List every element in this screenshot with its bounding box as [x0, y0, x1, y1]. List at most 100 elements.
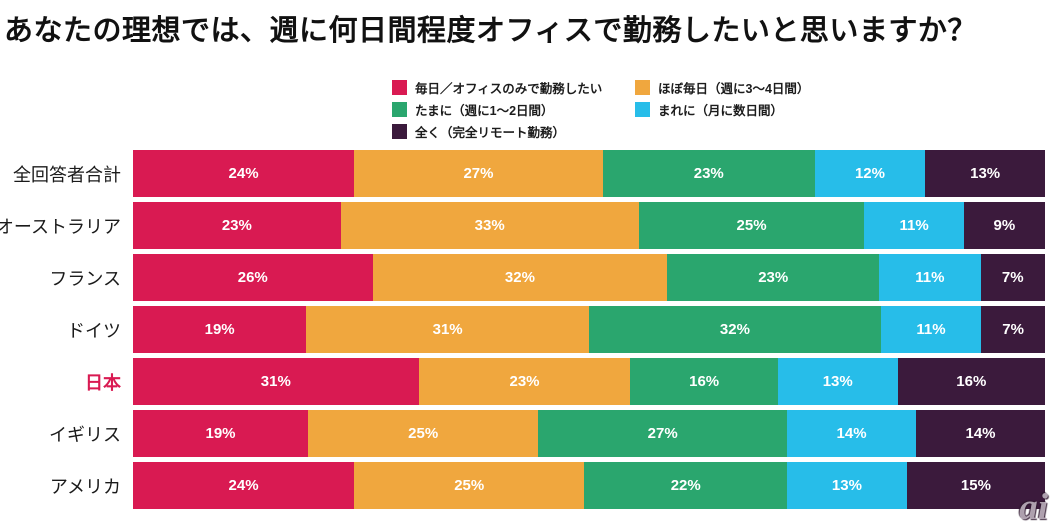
row-label: イギリス — [49, 424, 121, 445]
bar-segment: 33% — [340, 202, 639, 249]
bar-segment: 16% — [630, 358, 778, 405]
chart-row: ドイツ 19% 31% 32% 11% 7% — [0, 306, 1045, 353]
bar-value-label: 9% — [993, 217, 1016, 234]
legend-label: ほぼ毎日（週に3〜4日間） — [658, 82, 810, 96]
legend-label: たまに（週に1〜2日間） — [415, 104, 554, 118]
legend-label: 全く（完全リモート勤務） — [415, 126, 566, 140]
bar-value-label: 14% — [965, 425, 996, 442]
bar-segment: 25% — [354, 462, 585, 509]
legend-item: 毎日／オフィスのみで勤務したい — [392, 80, 635, 96]
bar-segment: 11% — [879, 254, 981, 301]
bar-value-label: 22% — [670, 477, 701, 494]
bar-segment: 13% — [777, 358, 898, 405]
chart-title: あなたの理想では、週に何日間程度オフィスで勤務したいと思いますか？ — [4, 15, 977, 47]
watermark-logo: ai — [1019, 487, 1048, 526]
bar-segment: 7% — [980, 254, 1045, 301]
row-label: 全回答者合計 — [13, 164, 121, 185]
bar-value-label: 13% — [822, 373, 853, 390]
bar-value-label: 23% — [758, 269, 789, 286]
bar-segment: 23% — [418, 358, 631, 405]
bar-value-label: 31% — [260, 373, 291, 390]
bar-segment: 27% — [538, 410, 788, 457]
chart-row: 全回答者合計 24% 27% 23% 12% 13% — [0, 150, 1045, 197]
row-bars: 23% 33% 25% 11% 9% — [133, 202, 1046, 249]
bar-value-label: 24% — [228, 165, 259, 182]
bar-segment: 14% — [787, 410, 917, 457]
bar-segment: 23% — [667, 254, 880, 301]
bar-segment: 23% — [133, 202, 341, 249]
bar-value-label: 11% — [899, 217, 929, 234]
bar-value-label: 23% — [221, 217, 252, 234]
legend-swatch-icon — [635, 80, 650, 95]
bar-segment: 32% — [589, 306, 881, 353]
bar-segment: 27% — [354, 150, 603, 197]
row-bars: 26% 32% 23% 11% 7% — [133, 254, 1045, 301]
chart-row: アメリカ 24% 25% 22% 13% 15% — [0, 462, 1045, 509]
legend-label: 毎日／オフィスのみで勤務したい — [415, 82, 603, 96]
bar-segment: 25% — [638, 202, 865, 249]
bar-value-label: 31% — [432, 321, 463, 338]
bar-value-label: 16% — [689, 373, 720, 390]
bar-segment: 31% — [133, 358, 419, 405]
bar-value-label: 25% — [736, 217, 767, 234]
stacked-bar-chart: 全回答者合計 24% 27% 23% 12% 13% オーストラリア 23% 33% 25% 11%… — [0, 150, 1046, 514]
bar-value-label: 32% — [719, 321, 750, 338]
bar-value-label: 13% — [970, 165, 1001, 182]
bar-value-label: 14% — [836, 425, 867, 442]
row-bars: 24% 27% 23% 12% 13% — [133, 150, 1045, 197]
bar-value-label: 11% — [915, 269, 945, 286]
bar-value-label: 11% — [916, 321, 946, 338]
bar-value-label: 23% — [509, 373, 540, 390]
bar-segment: 22% — [584, 462, 788, 509]
bar-segment: 15% — [906, 462, 1045, 509]
bar-value-label: 24% — [228, 477, 259, 494]
chart-row: 日本 31% 23% 16% 13% 16% — [0, 358, 1045, 405]
legend-swatch-icon — [392, 102, 407, 117]
bar-value-label: 15% — [960, 477, 991, 494]
row-bars: 24% 25% 22% 13% 15% — [133, 462, 1045, 509]
bar-segment: 31% — [306, 306, 589, 353]
bar-segment: 11% — [880, 306, 982, 353]
row-label: 日本 — [85, 372, 121, 393]
row-bars: 19% 25% 27% 14% 14% — [133, 410, 1045, 457]
legend-item: まれに（月に数日間） — [635, 102, 809, 118]
bar-segment: 12% — [814, 150, 926, 197]
bar-segment: 7% — [981, 306, 1045, 353]
row-bars: 31% 23% 16% 13% 16% — [133, 358, 1045, 405]
bar-value-label: 33% — [474, 217, 505, 234]
bar-value-label: 25% — [454, 477, 485, 494]
legend-label: まれに（月に数日間） — [658, 104, 784, 118]
bar-value-label: 16% — [956, 373, 987, 390]
bar-value-label: 7% — [1002, 321, 1024, 338]
bar-segment: 26% — [133, 254, 373, 301]
bar-value-label: 19% — [204, 321, 235, 338]
bar-value-label: 27% — [647, 425, 678, 442]
legend: 毎日／オフィスのみで勤務したい ほぼ毎日（週に3〜4日間） たまに（週に1〜2日間）… — [392, 80, 810, 140]
bar-segment: 14% — [916, 410, 1045, 457]
legend-item: たまに（週に1〜2日間） — [392, 102, 635, 118]
legend-swatch-icon — [392, 124, 407, 139]
chart-row: オーストラリア 23% 33% 25% 11% 9% — [0, 202, 1046, 249]
chart-row: フランス 26% 32% 23% 11% 7% — [0, 254, 1045, 301]
bar-value-label: 25% — [408, 425, 439, 442]
bar-segment: 24% — [133, 462, 355, 509]
bar-segment: 32% — [372, 254, 668, 301]
bar-segment: 9% — [963, 202, 1046, 249]
row-label: アメリカ — [49, 476, 121, 497]
bar-segment: 25% — [308, 410, 539, 457]
bar-value-label: 27% — [463, 165, 494, 182]
row-bars: 19% 31% 32% 11% 7% — [133, 306, 1045, 353]
bar-segment: 19% — [133, 410, 309, 457]
bar-segment: 23% — [602, 150, 815, 197]
bar-value-label: 12% — [854, 165, 885, 182]
legend-swatch-icon — [392, 80, 407, 95]
chart-row: イギリス 19% 25% 27% 14% 14% — [0, 410, 1045, 457]
bar-value-label: 13% — [831, 477, 862, 494]
bar-segment: 13% — [925, 150, 1045, 197]
bar-segment: 11% — [864, 202, 964, 249]
bar-value-label: 23% — [693, 165, 724, 182]
bar-segment: 24% — [133, 150, 355, 197]
bar-value-label: 19% — [205, 425, 236, 442]
legend-item: 全く（完全リモート勤務） — [392, 124, 635, 140]
